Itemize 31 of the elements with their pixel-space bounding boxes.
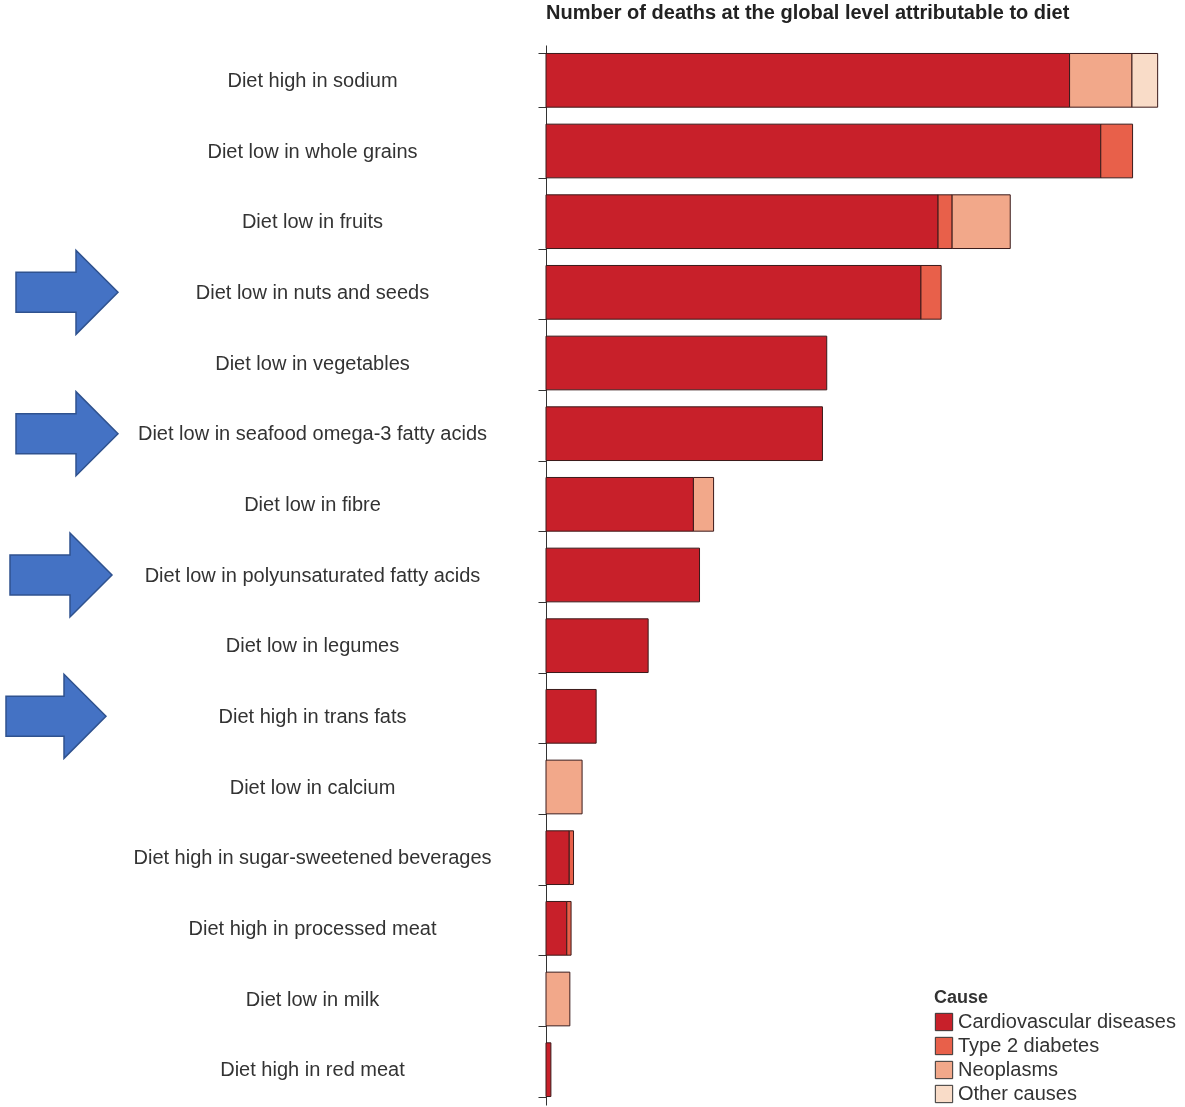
y-tick-label: Diet low in nuts and seeds <box>195 280 430 303</box>
y-tick-label: Diet low in legumes <box>225 634 400 657</box>
chart-title: Number of deaths at the global level attributable to diet <box>546 1 1070 23</box>
legend-label: Type 2 diabetes <box>958 1034 1100 1056</box>
y-tick-label: Diet high in processed meat <box>188 916 437 939</box>
y-tick-label: Diet high in red meat <box>220 1058 406 1081</box>
y-tick-label: Diet high in sodium <box>227 68 398 91</box>
y-tick-label: Diet low in fibre <box>244 492 381 515</box>
bar <box>545 900 568 956</box>
bar <box>545 335 828 391</box>
bar <box>545 688 597 744</box>
legend-label: Neoplasms <box>958 1058 1059 1080</box>
bar <box>545 830 570 886</box>
y-tick-label: Diet low in calcium <box>229 775 396 798</box>
y-tick-label: Diet low in milk <box>245 987 381 1010</box>
y-tick-label: Diet low in fruits <box>241 210 384 233</box>
bar <box>545 759 583 815</box>
bar <box>545 618 649 674</box>
y-tick-label: Diet low in polyunsaturated fatty acids <box>144 563 481 586</box>
y-tick-label: Diet low in seafood omega-3 fatty acids <box>137 422 488 445</box>
y-tick-label: Diet low in whole grains <box>207 139 418 162</box>
legend-title: Cause <box>934 987 989 1007</box>
bar <box>545 547 701 603</box>
legend-label: Other causes <box>958 1082 1077 1104</box>
y-tick-label: Diet high in trans fats <box>218 704 407 727</box>
y-tick-label: Diet high in sugar-sweetened beverages <box>133 846 492 869</box>
y-tick-label: Diet low in vegetables <box>215 351 410 374</box>
bar <box>545 1042 552 1098</box>
bar <box>545 971 571 1027</box>
bar <box>545 406 823 462</box>
legend-label: Cardiovascular diseases <box>958 1010 1176 1032</box>
